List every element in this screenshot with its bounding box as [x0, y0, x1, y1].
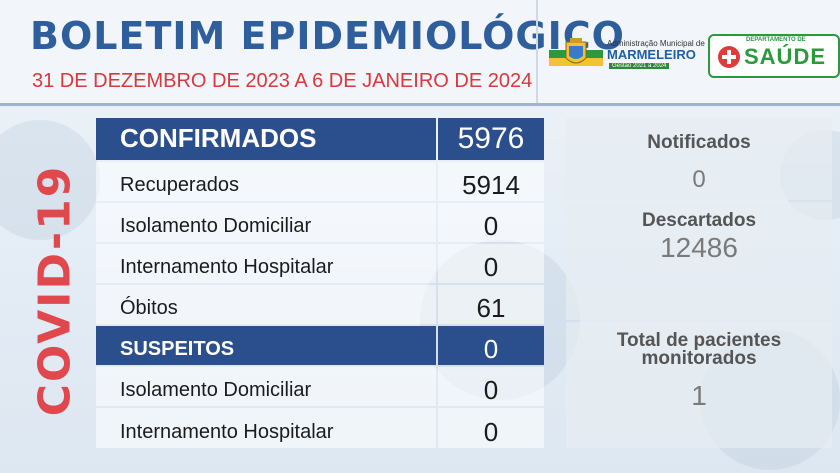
health-cross-icon	[718, 46, 740, 68]
header: BOLETIM EPIDEMIOLÓGICO 31 DE DEZEMBRO DE…	[0, 0, 840, 104]
descartados-value: 12486	[660, 232, 738, 263]
confirmados-label: CONFIRMADOS	[120, 123, 317, 153]
table-row-confirmados: CONFIRMADOS 5976	[96, 118, 544, 160]
municipal-crest-icon	[549, 38, 603, 66]
isolamento-label: Isolamento Domiciliar	[120, 215, 312, 237]
table-row-suspeitos-isolamento: Isolamento Domiciliar 0	[96, 367, 544, 406]
notificados-label: Notificados	[647, 132, 751, 153]
covid-side-label: COVID-19	[20, 150, 90, 420]
notificados-panel: Notificados 0	[566, 118, 832, 200]
monitorados-value: 1	[691, 380, 707, 411]
municipal-logo: Administração Municipal de MARMELEIRO Ge…	[545, 34, 705, 76]
suspeitos-value: 0	[483, 334, 499, 364]
obitos-label: Óbitos	[120, 297, 178, 319]
summary-panel: Notificados 0 Descartados 12486 Total de…	[566, 118, 832, 448]
monitorados-label-line2: monitorados	[641, 348, 757, 369]
virus-decoration	[0, 120, 100, 240]
table-row-recuperados: Recuperados 5914	[96, 162, 544, 201]
suspeitos-isolamento-value: 0	[483, 375, 499, 405]
saude-logo-department: DEPARTAMENTO DE	[746, 37, 806, 43]
municipal-logo-term: Gestão 2021 a 2024	[609, 63, 670, 69]
internamento-label: Internamento Hospitalar	[120, 256, 334, 278]
covid-label-text: COVID-19	[29, 164, 81, 417]
page-title: BOLETIM EPIDEMIOLÓGICO	[30, 14, 625, 58]
monitorados-panel: Total de pacientes monitorados 1	[566, 322, 832, 448]
table-row-isolamento: Isolamento Domiciliar 0	[96, 203, 544, 242]
internamento-value: 0	[483, 252, 499, 282]
suspeitos-internamento-value: 0	[483, 417, 499, 447]
header-separator	[536, 0, 538, 103]
suspeitos-label: SUSPEITOS	[120, 338, 235, 360]
table-row-internamento: Internamento Hospitalar 0	[96, 244, 544, 283]
notificados-value: 0	[692, 166, 706, 193]
municipal-logo-line1: Administração Municipal de	[607, 39, 705, 48]
recuperados-label: Recuperados	[120, 174, 239, 196]
isolamento-value: 0	[483, 211, 499, 241]
saude-logo: DEPARTAMENTO DE SAÚDE	[708, 34, 840, 78]
date-range: 31 DE DEZEMBRO DE 2023 A 6 DE JANEIRO DE…	[32, 70, 533, 92]
municipal-logo-name: MARMELEIRO	[607, 47, 696, 62]
recuperados-value: 5914	[462, 170, 520, 200]
header-divider	[0, 103, 840, 106]
descartados-panel: Descartados 12486	[566, 202, 832, 320]
descartados-label: Descartados	[641, 210, 757, 231]
suspeitos-isolamento-label: Isolamento Domiciliar	[120, 379, 312, 401]
table-row-obitos: Óbitos 61	[96, 285, 544, 324]
table-row-suspeitos-internamento: Internamento Hospitalar 0	[96, 408, 544, 448]
monitorados-label-line1: Total de pacientes	[616, 330, 782, 351]
cases-table: CONFIRMADOS 5976 Recuperados 5914 Isolam…	[96, 118, 544, 448]
table-row-suspeitos: SUSPEITOS 0	[96, 326, 544, 365]
suspeitos-internamento-label: Internamento Hospitalar	[120, 421, 334, 443]
saude-logo-name: SAÚDE	[744, 44, 827, 69]
confirmados-value: 5976	[457, 122, 525, 155]
obitos-value: 61	[476, 293, 506, 323]
